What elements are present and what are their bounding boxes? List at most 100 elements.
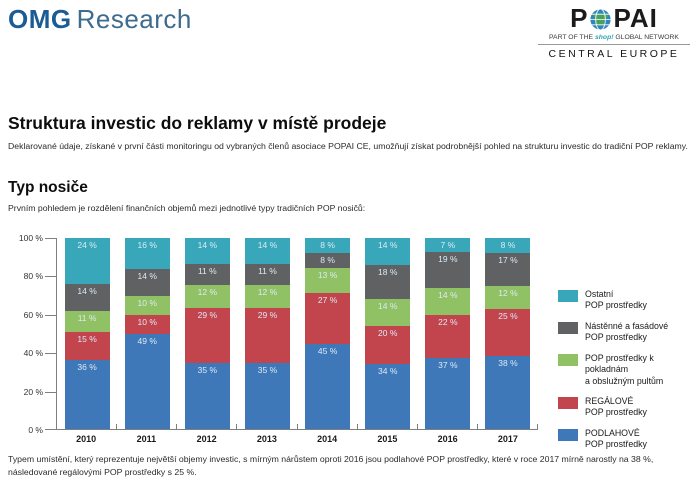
bar-segment: 14 %	[365, 238, 411, 265]
bar-segment: 12 %	[485, 285, 531, 309]
bar-segment: 10 %	[124, 295, 170, 316]
bar-segment-label: 14 %	[257, 240, 278, 250]
bar-segment: 29 %	[184, 307, 230, 363]
legend-item: POP prostředky k pokladnám a obslužným pu…	[558, 353, 698, 387]
bar-segment: 12 %	[244, 285, 290, 308]
popai-wordmark-pre: P	[570, 3, 589, 33]
popai-tagline: PART OF THE shop! GLOBAL NETWORK	[538, 32, 690, 45]
bar-segment-label: 16 %	[137, 240, 157, 250]
legend-label: Nástěnné a fasádové POP prostředky	[585, 320, 669, 343]
bar-2017: 8 % 17 % 12 % 25 % 38 %	[485, 238, 531, 429]
bar-cell-2013: 14 % 11 % 12 % 29 % 35 %	[237, 238, 297, 429]
bar-segment-label: 12 %	[197, 287, 217, 298]
popai-region-label: CENTRAL EUROPE	[548, 48, 680, 60]
bar-segment-label: 45 %	[317, 345, 338, 356]
y-axis-tick-label: 60 %	[23, 309, 43, 320]
legend-swatch	[558, 353, 578, 366]
x-axis-tick	[236, 424, 238, 429]
bar-segment-label: 29 %	[197, 309, 217, 320]
bar-cell-2014: 8 % 8 % 13 % 27 % 45 %	[298, 238, 358, 429]
bar-segment: 8 %	[305, 253, 351, 269]
x-axis-label-2011: 2011	[136, 434, 157, 444]
bar-segment-label: 14 %	[378, 301, 398, 312]
page-title: Struktura investic do reklamy v místě pr…	[8, 113, 387, 133]
bar-segment-label: 14 %	[137, 270, 157, 281]
bar-segment: 13 %	[305, 268, 351, 293]
bar-segment-label: 7 %	[440, 240, 456, 250]
bar-segment: 14 %	[425, 288, 471, 316]
bar-cell-2012: 14 % 11 % 12 % 29 % 35 %	[177, 238, 237, 429]
bar-segment-label: 38 %	[498, 358, 518, 369]
bar-segment: 14 %	[184, 238, 230, 265]
bar-segment-label: 25 %	[498, 310, 518, 321]
y-axis-tick-label: 0 %	[28, 425, 43, 435]
bar-segment: 22 %	[425, 315, 471, 358]
bar-segment: 10 %	[124, 315, 170, 335]
bar-segment: 24 %	[64, 238, 110, 284]
x-axis-tick	[296, 424, 298, 429]
bar-segment-label: 20 %	[378, 327, 398, 338]
bar-segment: 14 %	[124, 268, 170, 296]
bar-segment-label: 35 %	[197, 364, 217, 375]
y-axis-tick	[45, 353, 57, 355]
bar-segment-label: 24 %	[77, 240, 97, 250]
section-block: Typ nosiče Prvním pohledem je rozdělení …	[8, 179, 694, 213]
bar-segment: 15 %	[64, 331, 110, 361]
popai-wordmark: P PAI	[538, 4, 690, 32]
bar-segment-label: 49 %	[137, 336, 157, 347]
legend-swatch	[558, 290, 578, 302]
chart-legend: Ostatní POP prostředky Nástěnné a fasádové…	[558, 289, 698, 460]
legend-item: REGÁLOVÉ POP prostředky	[558, 396, 698, 419]
bar-segment-label: 8 %	[320, 240, 335, 250]
page-subtitle: Deklarované údaje, získané v první části…	[8, 141, 688, 151]
x-axis-tick	[476, 424, 478, 429]
bar-segment-label: 12 %	[257, 287, 278, 298]
x-axis-label-2013: 2013	[256, 434, 277, 444]
bar-segment: 8 %	[305, 238, 351, 254]
bar-segment: 19 %	[425, 251, 471, 289]
bar-segment-label: 37 %	[438, 359, 458, 370]
bar-segment: 45 %	[305, 343, 351, 429]
bar-segment: 36 %	[64, 360, 110, 429]
y-axis-tick	[45, 238, 57, 239]
bar-2012: 14 % 11 % 12 % 29 % 35 %	[184, 238, 230, 429]
bars-container: 24 % 14 % 11 % 15 % 36 % 16 % 14 % 10 % 10 % 49 %…	[57, 238, 538, 429]
legend-swatch	[558, 428, 578, 441]
bar-segment: 11 %	[184, 264, 230, 286]
bar-cell-2017: 8 % 17 % 12 % 25 % 38 %	[478, 238, 538, 429]
y-axis-tick	[45, 276, 57, 278]
y-axis-tick	[45, 429, 57, 430]
omg-logo-light: Research	[76, 4, 192, 34]
x-axis-tick	[116, 424, 118, 429]
y-axis-tick	[45, 391, 57, 393]
bar-segment-label: 19 %	[438, 253, 458, 264]
legend-item: Ostatní POP prostředky	[558, 289, 698, 312]
bar-segment-label: 18 %	[378, 266, 398, 277]
bar-segment-label: 11 %	[197, 266, 217, 277]
bar-segment-label: 14 %	[378, 240, 398, 250]
bar-segment-label: 8 %	[500, 240, 516, 250]
popai-tagline-post: GLOBAL NETWORK	[615, 34, 679, 41]
bar-2015: 14 % 18 % 14 % 20 % 34 %	[365, 238, 411, 429]
bar-segment: 7 %	[425, 238, 471, 252]
bar-2016: 7 % 19 % 14 % 22 % 37 %	[425, 238, 471, 429]
bar-segment-label: 34 %	[378, 366, 398, 377]
bar-segment-label: 36 %	[77, 362, 97, 373]
bar-segment-label: 10 %	[137, 297, 157, 308]
bar-segment-label: 14 %	[438, 290, 458, 301]
legend-item: Nástěnné a fasádové POP prostředky	[558, 321, 698, 344]
section-title: Typ nosiče	[8, 179, 88, 196]
bar-segment-label: 22 %	[438, 317, 458, 328]
bar-segment: 14 %	[365, 299, 411, 326]
footer-note: Typem umístění, který reprezentuje nejvě…	[8, 454, 654, 478]
bar-segment: 8 %	[485, 238, 531, 254]
section-intro: Prvním pohledem je rozdělení finančních …	[8, 203, 366, 213]
bar-segment: 37 %	[425, 357, 471, 429]
bar-segment-label: 15 %	[77, 333, 97, 344]
legend-label: PODLAHOVÉ POP prostředky	[585, 427, 647, 450]
bar-2013: 14 % 11 % 12 % 29 % 35 %	[244, 238, 290, 429]
x-axis-label-2017: 2017	[497, 434, 518, 444]
globe-icon	[589, 8, 612, 30]
y-axis	[8, 238, 56, 430]
